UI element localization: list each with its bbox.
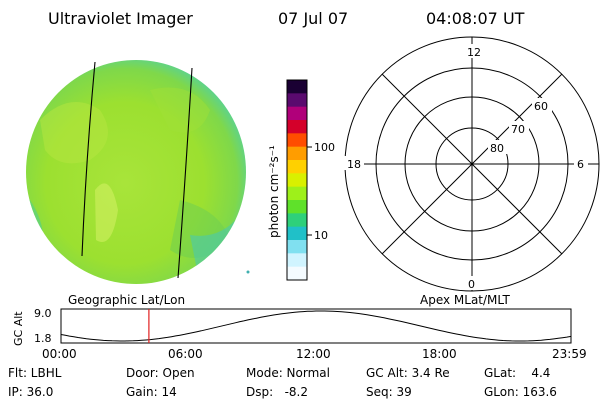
status-door: Door: Open bbox=[126, 366, 195, 380]
status-gcalt: GC Alt: 3.4 Re bbox=[366, 366, 450, 380]
timeline-xtick-2: 12:00 bbox=[296, 347, 331, 361]
colorbar-label-100: 100 bbox=[314, 141, 335, 154]
longitude-line-west bbox=[81, 61, 96, 257]
time-label: 04:08:07 UT bbox=[426, 9, 525, 28]
colorbar-strip bbox=[287, 80, 307, 94]
status-glon: GLon: 163.6 bbox=[484, 385, 557, 399]
status-seq: Seq: 39 bbox=[366, 385, 412, 399]
colorbar-strip bbox=[287, 253, 307, 268]
lat-label-70: 70 bbox=[511, 123, 525, 136]
colorbar-strip bbox=[287, 160, 307, 174]
lat-label-60: 60 bbox=[534, 100, 548, 113]
timeline-right-title: Apex MLat/MLT bbox=[420, 293, 510, 307]
colorbar: 100 10 photon cm⁻²s⁻¹ bbox=[267, 79, 335, 281]
colorbar-strip bbox=[287, 146, 307, 161]
colorbar-strip bbox=[287, 93, 307, 108]
status-glat: GLat: 4.4 bbox=[484, 366, 550, 380]
timeline-xtick-4: 23:59 bbox=[552, 347, 587, 361]
colorbar-unit: photon cm⁻²s⁻¹ bbox=[267, 145, 281, 238]
timeline-xtick-0: 00:00 bbox=[42, 347, 77, 361]
longitude-line-east bbox=[177, 67, 193, 279]
status-ip: IP: 36.0 bbox=[8, 385, 53, 399]
colorbar-frame bbox=[286, 79, 308, 281]
status-block: Flt: LBHL IP: 36.0 Door: Open Gain: 14 M… bbox=[8, 366, 557, 399]
colorbar-strip bbox=[287, 186, 307, 201]
colorbar-strip bbox=[287, 226, 307, 241]
timeline-xtick-1: 06:00 bbox=[168, 347, 203, 361]
timeline-left-title: Geographic Lat/Lon bbox=[68, 293, 185, 307]
lat-label-80: 80 bbox=[490, 142, 504, 155]
colorbar-label-10: 10 bbox=[314, 229, 328, 242]
timeline-frame bbox=[60, 308, 572, 344]
instrument-title: Ultraviolet Imager bbox=[48, 9, 193, 28]
polar-grid bbox=[344, 36, 600, 292]
status-flt: Flt: LBHL bbox=[8, 366, 62, 380]
colorbar-strip bbox=[287, 133, 307, 148]
timeline-ytick-top: 9.0 bbox=[34, 307, 52, 320]
mlt-label-6: 6 bbox=[577, 158, 584, 171]
mlt-label-0: 0 bbox=[468, 278, 475, 291]
altitude-timeline: Geographic Lat/Lon Apex MLat/MLT GC Alt … bbox=[12, 293, 587, 361]
altitude-curve bbox=[60, 310, 572, 342]
mlt-label-12: 12 bbox=[467, 46, 481, 59]
timeline-ylabel: GC Alt bbox=[12, 311, 25, 346]
status-dsp: Dsp: -8.2 bbox=[246, 385, 308, 399]
date-label: 07 Jul 07 bbox=[278, 9, 348, 28]
colorbar-strip bbox=[287, 200, 307, 214]
timeline-ytick-bottom: 1.8 bbox=[34, 332, 52, 345]
colorbar-strips bbox=[287, 80, 307, 281]
status-gain: Gain: 14 bbox=[126, 385, 177, 399]
uv-earth-disk bbox=[26, 60, 250, 284]
colorbar-strip bbox=[287, 120, 307, 134]
timeline-xtick-3: 18:00 bbox=[422, 347, 457, 361]
colorbar-strip bbox=[287, 240, 307, 254]
colorbar-strip bbox=[287, 173, 307, 188]
status-mode: Mode: Normal bbox=[246, 366, 330, 380]
colorbar-strip bbox=[287, 266, 307, 281]
colorbar-strip bbox=[287, 106, 307, 121]
mlt-label-18: 18 bbox=[347, 158, 361, 171]
colorbar-strip bbox=[287, 213, 307, 228]
